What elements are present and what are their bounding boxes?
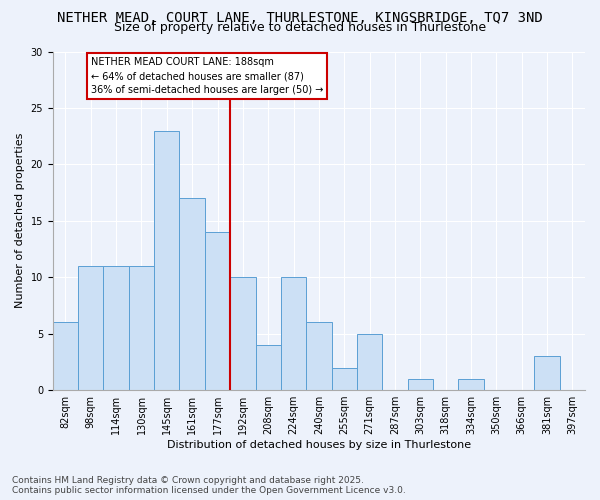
Text: NETHER MEAD COURT LANE: 188sqm
← 64% of detached houses are smaller (87)
36% of : NETHER MEAD COURT LANE: 188sqm ← 64% of … xyxy=(91,57,323,95)
Bar xyxy=(332,368,357,390)
Bar xyxy=(230,277,256,390)
Bar xyxy=(357,334,382,390)
X-axis label: Distribution of detached houses by size in Thurlestone: Distribution of detached houses by size … xyxy=(167,440,471,450)
Bar xyxy=(256,345,281,390)
Bar xyxy=(458,379,484,390)
Y-axis label: Number of detached properties: Number of detached properties xyxy=(15,133,25,308)
Bar xyxy=(535,356,560,390)
Bar xyxy=(103,266,129,390)
Bar xyxy=(129,266,154,390)
Bar xyxy=(306,322,332,390)
Text: Contains HM Land Registry data © Crown copyright and database right 2025.
Contai: Contains HM Land Registry data © Crown c… xyxy=(12,476,406,495)
Bar xyxy=(154,130,179,390)
Bar xyxy=(179,198,205,390)
Text: NETHER MEAD, COURT LANE, THURLESTONE, KINGSBRIDGE, TQ7 3ND: NETHER MEAD, COURT LANE, THURLESTONE, KI… xyxy=(57,12,543,26)
Bar xyxy=(78,266,103,390)
Bar xyxy=(407,379,433,390)
Text: Size of property relative to detached houses in Thurlestone: Size of property relative to detached ho… xyxy=(114,22,486,35)
Bar xyxy=(53,322,78,390)
Bar xyxy=(281,277,306,390)
Bar xyxy=(205,232,230,390)
